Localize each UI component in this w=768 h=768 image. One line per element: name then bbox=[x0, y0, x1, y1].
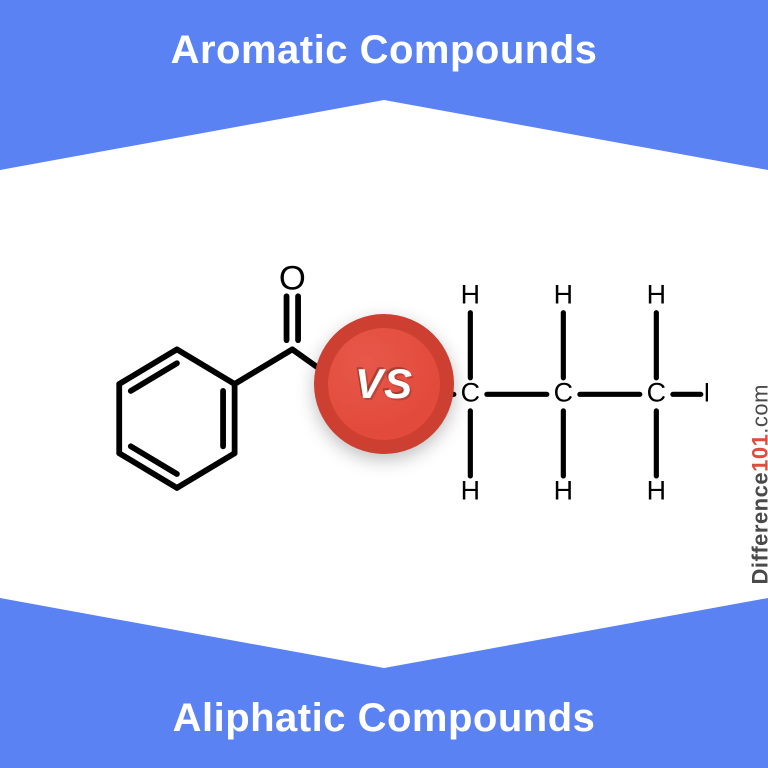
svg-text:H: H bbox=[461, 476, 480, 506]
footer-title: Aliphatic Compounds bbox=[173, 696, 596, 741]
watermark: Difference101.com bbox=[747, 384, 768, 585]
vs-text: VS bbox=[355, 360, 413, 408]
svg-text:C: C bbox=[461, 377, 480, 407]
watermark-suffix: .com bbox=[747, 384, 768, 434]
svg-text:H: H bbox=[554, 279, 573, 309]
diagram-area: OO CCCHHHHHHHH VS bbox=[50, 230, 718, 538]
watermark-accent: 101 bbox=[747, 434, 768, 472]
svg-text:H: H bbox=[554, 476, 573, 506]
svg-text:O: O bbox=[279, 259, 306, 297]
frame-triangle-tl bbox=[0, 100, 384, 170]
comparison-card: Aromatic Compounds OO CCCHHHHHHHH VS Dif… bbox=[0, 0, 768, 768]
footer-bar: Aliphatic Compounds bbox=[0, 668, 768, 768]
header-bar: Aromatic Compounds bbox=[0, 0, 768, 100]
vs-badge-inner: VS bbox=[328, 328, 440, 440]
svg-text:H: H bbox=[647, 476, 666, 506]
svg-text:H: H bbox=[647, 279, 666, 309]
vs-badge: VS bbox=[314, 314, 454, 454]
svg-text:C: C bbox=[647, 377, 666, 407]
frame-area: OO CCCHHHHHHHH VS Difference101.com bbox=[0, 100, 768, 668]
benzoic-acid-svg: OO bbox=[50, 244, 350, 524]
svg-text:C: C bbox=[554, 377, 573, 407]
svg-text:H: H bbox=[703, 377, 708, 407]
frame-triangle-br bbox=[384, 598, 768, 668]
frame-triangle-tr bbox=[384, 100, 768, 170]
header-title: Aromatic Compounds bbox=[171, 28, 598, 73]
frame-triangle-bl bbox=[0, 598, 384, 668]
molecule-aromatic: OO bbox=[50, 244, 350, 524]
watermark-main: Difference bbox=[747, 472, 768, 585]
svg-text:H: H bbox=[461, 279, 480, 309]
